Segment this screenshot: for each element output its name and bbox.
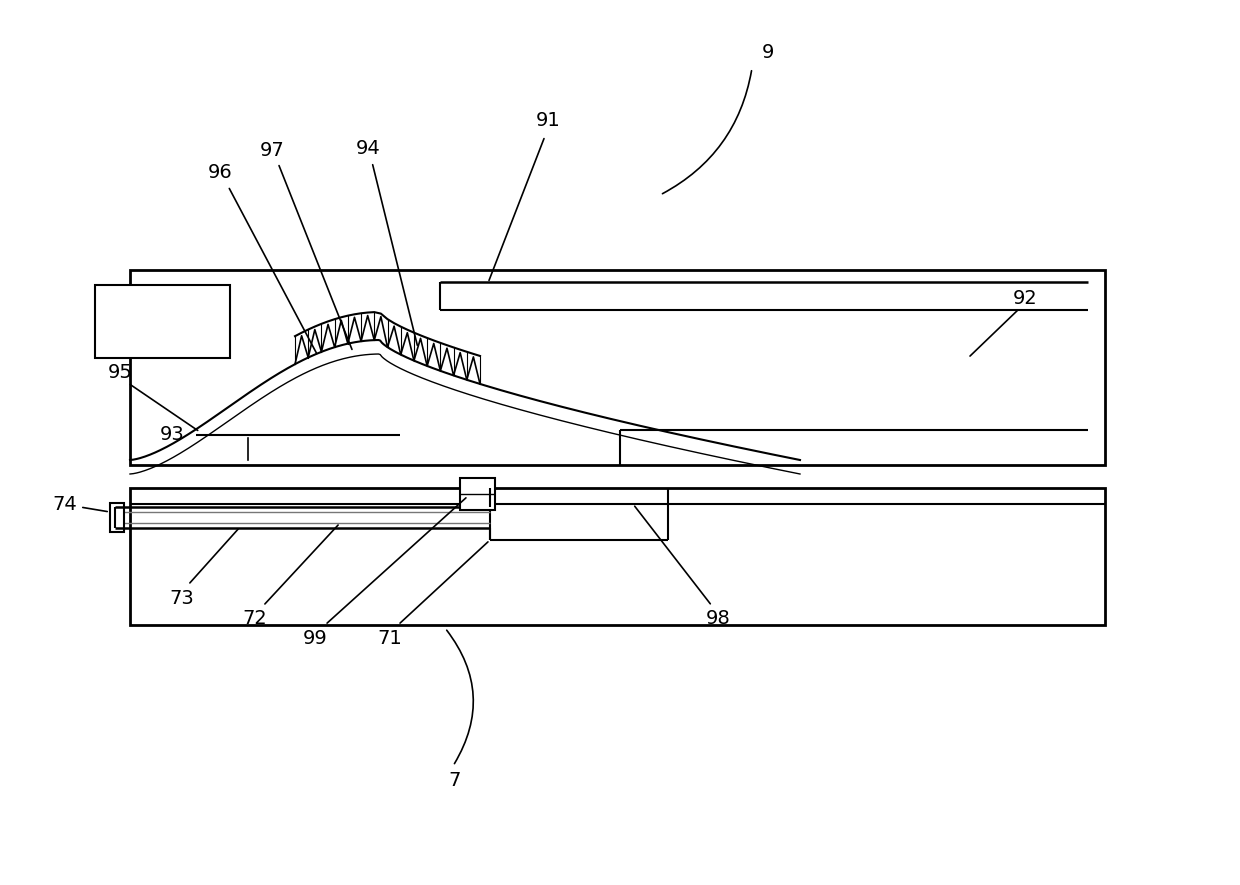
Text: 7: 7 bbox=[449, 771, 461, 789]
Text: 92: 92 bbox=[1013, 289, 1038, 307]
Text: 93: 93 bbox=[160, 426, 185, 444]
Bar bbox=[130, 270, 1105, 465]
Text: 74: 74 bbox=[52, 496, 77, 514]
Text: 94: 94 bbox=[356, 138, 381, 158]
Bar bbox=[95, 285, 229, 358]
Bar bbox=[110, 503, 124, 532]
Text: 97: 97 bbox=[259, 141, 284, 159]
Text: 96: 96 bbox=[207, 163, 232, 181]
Text: 72: 72 bbox=[243, 609, 268, 627]
Text: 98: 98 bbox=[706, 609, 730, 627]
Text: 95: 95 bbox=[108, 363, 133, 381]
Text: 99: 99 bbox=[303, 628, 327, 648]
Text: 9: 9 bbox=[761, 42, 774, 61]
Bar bbox=[460, 478, 495, 510]
Text: 91: 91 bbox=[536, 111, 560, 129]
Bar bbox=[130, 488, 1105, 625]
Text: 71: 71 bbox=[378, 628, 402, 648]
Text: 73: 73 bbox=[170, 589, 195, 607]
